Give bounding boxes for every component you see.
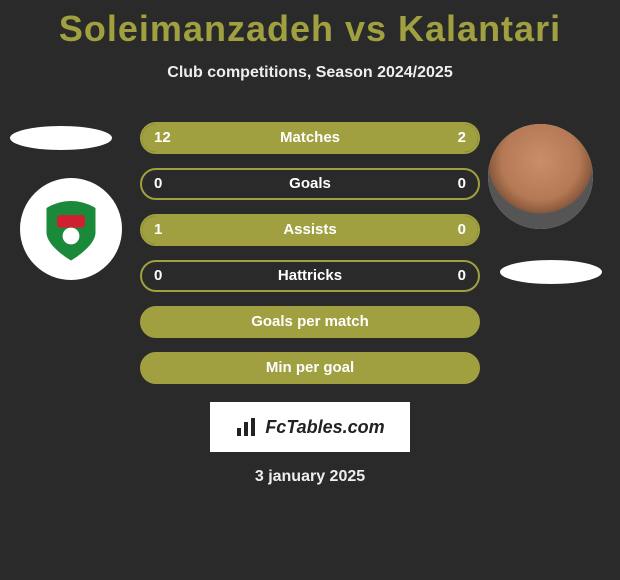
bar-chart-icon xyxy=(235,416,261,438)
date-label: 3 january 2025 xyxy=(0,468,620,486)
stat-bar-goals: 00Goals xyxy=(140,168,480,200)
stat-label: Goals xyxy=(142,170,478,200)
avatar-silhouette xyxy=(488,124,593,229)
stat-label: Assists xyxy=(142,216,478,246)
stat-bar-hattricks: 00Hattricks xyxy=(140,260,480,292)
brand-label: FcTables.com xyxy=(265,417,384,438)
stat-bar-matches: 122Matches xyxy=(140,122,480,154)
stat-label: Min per goal xyxy=(142,354,478,384)
stat-label: Goals per match xyxy=(142,308,478,338)
stat-label: Matches xyxy=(142,124,478,154)
stat-bar-min-per-goal: Min per goal xyxy=(140,352,480,384)
right-player-avatar xyxy=(488,124,593,229)
stat-bar-assists: 10Assists xyxy=(140,214,480,246)
left-player-avatar-placeholder xyxy=(10,126,112,150)
club-crest-icon xyxy=(36,194,106,264)
subtitle: Club competitions, Season 2024/2025 xyxy=(0,64,620,82)
stat-label: Hattricks xyxy=(142,262,478,292)
left-club-logo xyxy=(20,178,122,280)
right-club-logo-placeholder xyxy=(500,260,602,284)
stats-container: 122Matches 00Goals 10Assists 00Hattricks Goa… xyxy=(140,122,480,398)
page-title: Soleimanzadeh vs Kalantari xyxy=(0,0,620,50)
brand-box[interactable]: FcTables.com xyxy=(210,402,410,452)
stat-bar-goals-per-match: Goals per match xyxy=(140,306,480,338)
